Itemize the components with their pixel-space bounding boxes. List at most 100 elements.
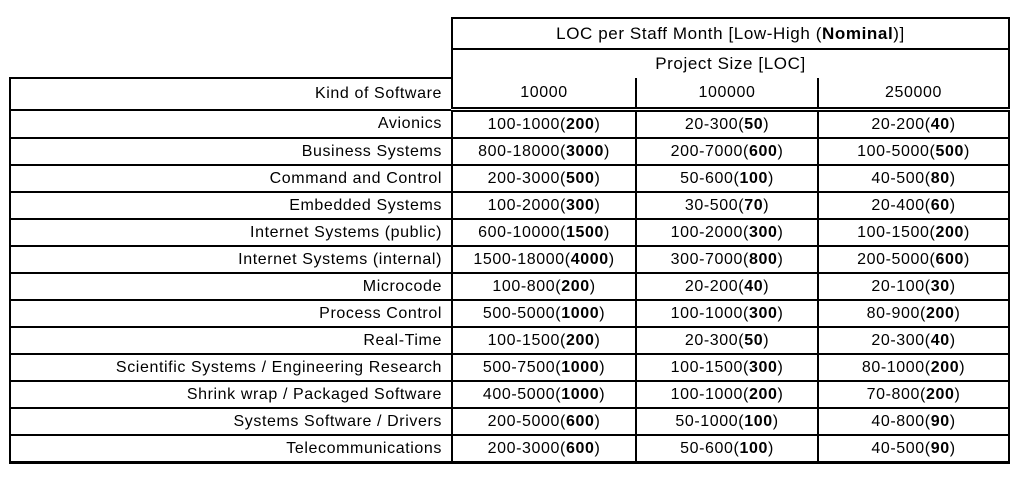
table-row: Business Systems 800-18000(3000) 200-7000(… xyxy=(9,138,1011,166)
loc-range-cell: 20-400(60) xyxy=(816,192,1011,220)
nominal-value: 70 xyxy=(744,196,764,214)
table-row: Shrink wrap / Packaged Software 400-5000(… xyxy=(9,381,1011,409)
table-row: Internet Systems (public) 600-10000(1500)… xyxy=(9,219,1011,247)
table-title-suffix: )] xyxy=(893,23,905,43)
nominal-value: 200 xyxy=(561,277,590,295)
loc-range-cell: 100-5000(500) xyxy=(816,138,1011,166)
nominal-value: 1500 xyxy=(565,223,604,241)
loc-range-cell: 50-600(100) xyxy=(635,165,818,193)
nominal-value: 300 xyxy=(748,223,778,241)
row-label: Command and Control xyxy=(9,165,453,193)
table-row: Avionics 100-1000(200) 20-300(50) 20-200(40… xyxy=(9,107,1011,139)
nominal-value: 80 xyxy=(930,169,950,187)
empty-corner-cell xyxy=(10,18,452,49)
nominal-value: 500 xyxy=(935,142,964,160)
nominal-value: 90 xyxy=(930,439,950,457)
nominal-value: 300 xyxy=(748,358,778,376)
loc-range-cell: 80-900(200) xyxy=(816,300,1011,328)
table-row: Process Control 500-5000(1000) 100-1000(30… xyxy=(9,300,1011,328)
column-header-100000: 100000 xyxy=(635,78,818,110)
loc-range-cell: 1500-18000(4000) xyxy=(451,246,636,274)
nominal-value: 200 xyxy=(565,331,595,349)
column-header-250000: 250000 xyxy=(816,78,1011,110)
nominal-value: 1000 xyxy=(561,385,600,403)
loc-range-cell: 100-1000(300) xyxy=(635,300,818,328)
loc-range-cell: 200-5000(600) xyxy=(451,408,636,436)
loc-range-cell: 20-200(40) xyxy=(816,107,1011,139)
loc-range-cell: 200-3000(600) xyxy=(451,435,636,464)
loc-range-cell: 800-18000(3000) xyxy=(451,138,636,166)
nominal-value: 90 xyxy=(930,412,950,430)
nominal-value: 200 xyxy=(925,385,955,403)
loc-range-cell: 40-500(80) xyxy=(816,165,1011,193)
loc-range-cell: 80-1000(200) xyxy=(816,354,1011,382)
title-row: LOC per Staff Month [Low-High (Nominal)] xyxy=(10,17,1011,50)
table-body: Avionics 100-1000(200) 20-300(50) 20-200(40… xyxy=(9,107,1011,464)
loc-range-cell: 500-7500(1000) xyxy=(451,354,636,382)
nominal-value: 40 xyxy=(744,277,764,295)
table-title-prefix: LOC per Staff Month [Low-High ( xyxy=(556,23,822,43)
empty-corner-cell xyxy=(10,49,452,78)
nominal-value: 600 xyxy=(748,142,778,160)
loc-range-cell: 20-100(30) xyxy=(816,273,1011,301)
loc-per-staff-month-table: LOC per Staff Month [Low-High (Nominal)]… xyxy=(9,17,1011,464)
nominal-value: 1000 xyxy=(561,358,600,376)
kind-of-software-header: Kind of Software xyxy=(9,77,453,111)
row-label: Internet Systems (internal) xyxy=(9,246,453,274)
loc-range-cell: 100-2000(300) xyxy=(451,192,636,220)
row-label: Avionics xyxy=(9,108,453,139)
loc-range-cell: 500-5000(1000) xyxy=(451,300,636,328)
table-row: Systems Software / Drivers 200-5000(600) 5… xyxy=(9,408,1011,436)
table-row: Microcode 100-800(200) 20-200(40) 20-100(30… xyxy=(9,273,1011,301)
nominal-value: 50 xyxy=(744,115,764,133)
loc-range-cell: 40-500(90) xyxy=(816,435,1011,464)
table-row: Scientific Systems / Engineering Researc… xyxy=(9,354,1011,382)
row-label: Microcode xyxy=(9,273,453,301)
table-row: Embedded Systems 100-2000(300) 30-500(70) 2… xyxy=(9,192,1011,220)
loc-range-cell: 70-800(200) xyxy=(816,381,1011,409)
table-row: Real-Time 100-1500(200) 20-300(50) 20-300(4… xyxy=(9,327,1011,355)
nominal-value: 40 xyxy=(930,115,950,133)
nominal-value: 100 xyxy=(744,412,773,430)
row-label: Shrink wrap / Packaged Software xyxy=(9,381,453,409)
loc-range-cell: 100-1500(200) xyxy=(451,327,636,355)
row-label: Systems Software / Drivers xyxy=(9,408,453,436)
loc-range-cell: 20-300(50) xyxy=(635,327,818,355)
loc-range-cell: 100-1000(200) xyxy=(635,381,818,409)
nominal-value: 200 xyxy=(930,358,960,376)
row-label: Business Systems xyxy=(9,138,453,166)
nominal-value: 600 xyxy=(565,412,595,430)
nominal-value: 200 xyxy=(935,223,964,241)
nominal-value: 200 xyxy=(748,385,778,403)
nominal-value: 1000 xyxy=(561,304,600,322)
row-label: Embedded Systems xyxy=(9,192,453,220)
loc-range-cell: 200-5000(600) xyxy=(816,246,1011,274)
nominal-value: 200 xyxy=(925,304,955,322)
loc-range-cell: 40-800(90) xyxy=(816,408,1011,436)
loc-range-cell: 50-1000(100) xyxy=(635,408,818,436)
row-label: Telecommunications xyxy=(9,435,453,464)
subtitle-row: Project Size [LOC] xyxy=(10,49,1011,78)
nominal-value: 100 xyxy=(739,169,768,187)
nominal-value: 200 xyxy=(565,115,595,133)
loc-range-cell: 100-1500(300) xyxy=(635,354,818,382)
nominal-value: 4000 xyxy=(570,250,609,268)
row-label: Scientific Systems / Engineering Researc… xyxy=(9,354,453,382)
table-title: LOC per Staff Month [Low-High (Nominal)] xyxy=(450,17,1011,50)
loc-range-cell: 100-800(200) xyxy=(451,273,636,301)
table-row: Command and Control 200-3000(500) 50-600(1… xyxy=(9,165,1011,193)
nominal-value: 3000 xyxy=(565,142,604,160)
loc-range-cell: 30-500(70) xyxy=(635,192,818,220)
nominal-value: 500 xyxy=(565,169,595,187)
loc-range-cell: 20-300(50) xyxy=(635,107,818,139)
loc-range-cell: 20-200(40) xyxy=(635,273,818,301)
table-row: Internet Systems (internal) 1500-18000(40… xyxy=(9,246,1011,274)
nominal-value: 40 xyxy=(930,331,950,349)
loc-range-cell: 50-600(100) xyxy=(635,435,818,464)
loc-range-cell: 600-10000(1500) xyxy=(451,219,636,247)
loc-range-cell: 100-2000(300) xyxy=(635,219,818,247)
loc-range-cell: 200-3000(500) xyxy=(451,165,636,193)
loc-range-cell: 20-300(40) xyxy=(816,327,1011,355)
loc-range-cell: 100-1500(200) xyxy=(816,219,1011,247)
